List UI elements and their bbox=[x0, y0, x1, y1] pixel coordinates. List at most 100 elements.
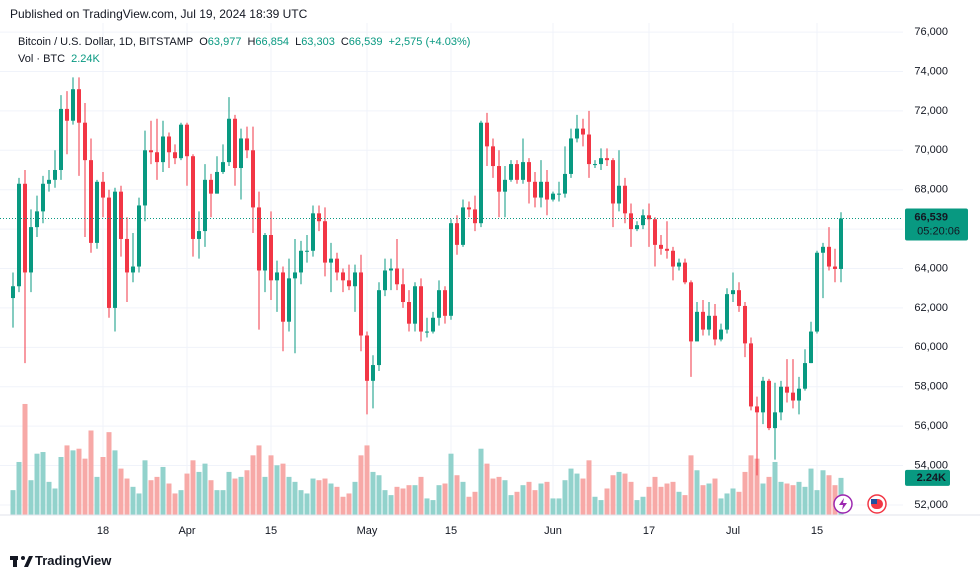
alert-icon[interactable] bbox=[833, 494, 853, 514]
flag-icon[interactable] bbox=[867, 494, 887, 514]
volume-bar bbox=[682, 495, 688, 515]
candle-body bbox=[407, 302, 411, 324]
volume-bar bbox=[352, 481, 358, 515]
volume-bar bbox=[28, 480, 34, 515]
volume-bar bbox=[766, 476, 772, 515]
candle-body bbox=[551, 193, 555, 200]
x-tick-label: 15 bbox=[445, 525, 457, 537]
candle-body bbox=[473, 209, 477, 224]
x-tick-label: 17 bbox=[643, 525, 655, 537]
candle-body bbox=[455, 223, 459, 245]
volume-bar bbox=[394, 486, 400, 515]
volume-bar bbox=[724, 493, 730, 515]
volume-bar bbox=[460, 481, 466, 515]
volume-bar bbox=[448, 453, 454, 515]
candle-body bbox=[341, 272, 345, 281]
candle-body bbox=[125, 238, 129, 273]
volume-bar bbox=[424, 498, 430, 515]
candle-body bbox=[731, 290, 735, 295]
candle-body bbox=[767, 380, 771, 429]
candle-body bbox=[197, 231, 201, 239]
candle-body bbox=[293, 272, 297, 279]
volume-bar bbox=[502, 480, 508, 515]
candle-body bbox=[527, 162, 531, 182]
volume-bar bbox=[10, 490, 16, 515]
candle-body bbox=[209, 179, 213, 194]
y-tick-label: 72,000 bbox=[914, 105, 948, 117]
volume-bar bbox=[598, 500, 604, 515]
candle-body bbox=[215, 171, 219, 194]
candle-body bbox=[797, 388, 801, 401]
candle-body bbox=[437, 290, 441, 318]
y-tick-label: 74,000 bbox=[914, 65, 948, 77]
volume-bar bbox=[382, 490, 388, 515]
candle-body bbox=[611, 160, 615, 204]
volume-bar bbox=[214, 490, 220, 515]
candle-body bbox=[809, 331, 813, 364]
candle-body bbox=[779, 386, 783, 413]
volume-bar bbox=[46, 481, 52, 515]
candle-body bbox=[479, 122, 483, 224]
open-value: 63,977 bbox=[207, 36, 242, 48]
volume-bar bbox=[562, 480, 568, 515]
candle-body bbox=[233, 118, 237, 169]
candle-body bbox=[281, 272, 285, 322]
candle-body bbox=[203, 179, 207, 232]
candle-body bbox=[743, 305, 747, 344]
x-tick-label: Apr bbox=[178, 525, 195, 537]
volume-bar bbox=[490, 478, 496, 515]
candle-body bbox=[539, 181, 543, 198]
high-value: 66,854 bbox=[255, 36, 290, 48]
candle-body bbox=[449, 223, 453, 316]
candle-body bbox=[461, 207, 465, 245]
candle-body bbox=[251, 150, 255, 208]
volume-bar bbox=[520, 485, 526, 515]
published-note: Published on TradingView.com, Jul 19, 20… bbox=[10, 7, 308, 21]
candle-body bbox=[689, 282, 693, 342]
candle-body bbox=[83, 122, 87, 161]
candle-body bbox=[515, 164, 519, 180]
candle-body bbox=[329, 258, 333, 263]
volume-legend-value: 2.24K bbox=[71, 53, 100, 65]
volume-bar bbox=[652, 476, 658, 515]
volume-bar bbox=[634, 500, 640, 515]
volume-bar bbox=[796, 481, 802, 515]
candle-body bbox=[155, 152, 159, 163]
volume-bar bbox=[316, 480, 322, 515]
candle-body bbox=[815, 252, 819, 332]
volume-bar bbox=[586, 460, 592, 515]
volume-bar bbox=[280, 463, 286, 515]
volume-bar bbox=[112, 450, 118, 515]
volume-bar bbox=[664, 483, 670, 515]
volume-bar bbox=[712, 478, 718, 515]
symbol: Bitcoin / U.S. Dollar, 1D, BITSTAMP bbox=[18, 36, 194, 48]
volume-bar bbox=[340, 496, 346, 515]
candle-body bbox=[191, 156, 195, 239]
candle-body bbox=[257, 207, 261, 271]
candle-body bbox=[497, 166, 501, 192]
volume-bar bbox=[802, 486, 808, 515]
volume-bar bbox=[358, 455, 364, 515]
candle-body bbox=[167, 136, 171, 153]
alert-icon-bolt bbox=[839, 498, 847, 510]
candle-body bbox=[245, 138, 249, 151]
candle-body bbox=[173, 152, 177, 159]
volume-bar bbox=[202, 463, 208, 515]
candle-body bbox=[425, 331, 429, 333]
volume-bar bbox=[184, 473, 190, 515]
volume-layer bbox=[10, 403, 844, 515]
candle-body bbox=[839, 218, 843, 269]
candle-body bbox=[11, 286, 15, 299]
logo-part bbox=[10, 556, 18, 560]
volume-bar bbox=[256, 445, 262, 515]
volume-bar bbox=[190, 460, 196, 515]
last-price-box bbox=[905, 208, 968, 241]
volume-name: Vol · BTC bbox=[18, 53, 66, 65]
candle-body bbox=[581, 128, 585, 135]
volume-bar bbox=[700, 485, 706, 515]
candle-body bbox=[491, 146, 495, 167]
candle-body bbox=[803, 363, 807, 389]
candle-body bbox=[275, 272, 279, 281]
